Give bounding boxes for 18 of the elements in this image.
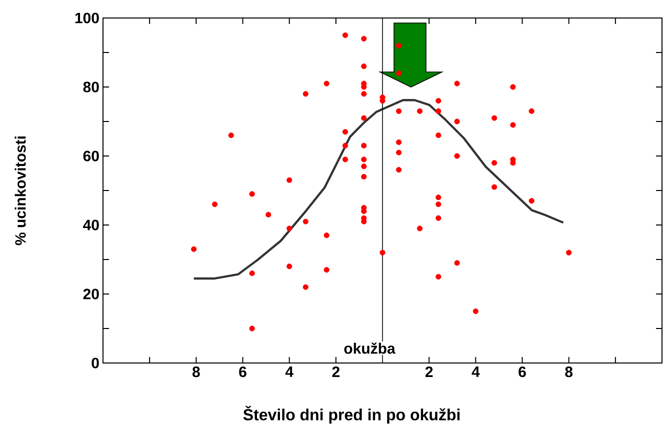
x-tick-label: 2 bbox=[425, 366, 433, 377]
x-tick-label: 6 bbox=[239, 366, 246, 378]
y-tick-label: 20 bbox=[83, 288, 99, 300]
x-axis-title: Število dni pred in po okužbi bbox=[243, 406, 460, 424]
y-tick-label: 80 bbox=[83, 82, 99, 92]
y-axis-title: % ucinkovitosti bbox=[14, 136, 26, 246]
y-tick-label: 0 bbox=[92, 358, 99, 368]
x-tick-label: 8 bbox=[565, 366, 573, 378]
y-tick-label: 60 bbox=[83, 150, 99, 162]
x-tick-label: 8 bbox=[192, 366, 200, 378]
line-series bbox=[192, 99, 564, 280]
ref-line-label: okužba bbox=[344, 342, 396, 354]
y-tick-label: 40 bbox=[83, 220, 99, 230]
x-tick-label: 4 bbox=[472, 366, 480, 377]
x-tick-label: 6 bbox=[518, 366, 526, 378]
y-tick-label: 100 bbox=[75, 12, 99, 24]
x-tick-label: 2 bbox=[332, 366, 340, 377]
x-tick-label: 4 bbox=[285, 366, 294, 377]
